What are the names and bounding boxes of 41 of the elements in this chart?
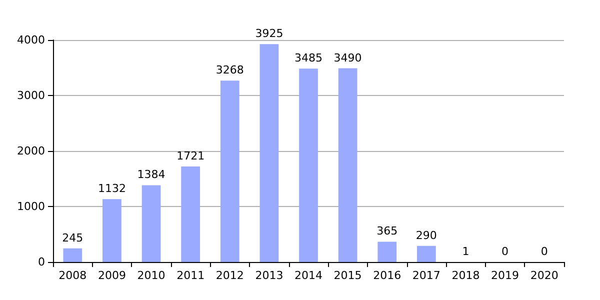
bar <box>63 248 82 262</box>
data-label: 3490 <box>334 51 362 64</box>
x-tick-label: 2008 <box>58 269 87 282</box>
x-tick-label: 2015 <box>334 269 362 282</box>
bar <box>338 68 358 262</box>
x-tick-label: 2018 <box>452 269 480 282</box>
bar <box>378 242 397 262</box>
bar <box>299 68 318 262</box>
x-tick-label: 2011 <box>176 269 205 282</box>
data-label: 3485 <box>294 52 322 65</box>
data-label: 1384 <box>137 168 166 182</box>
data-label: 0 <box>502 245 509 258</box>
x-tick-label: 2010 <box>137 269 166 282</box>
x-tick-label: 2016 <box>373 269 402 282</box>
x-tick-label: 2012 <box>216 269 244 282</box>
data-label: 365 <box>376 224 398 238</box>
data-label: 1132 <box>98 182 126 196</box>
bar <box>416 246 436 262</box>
y-tick-label: 2000 <box>17 144 45 158</box>
bar <box>260 44 279 262</box>
y-tick-label: 0 <box>38 256 45 268</box>
bar <box>220 80 240 262</box>
bar <box>181 166 200 262</box>
x-tick-label: 2019 <box>491 269 520 282</box>
data-label: 3925 <box>255 27 284 40</box>
x-tick-label: 2017 <box>412 269 440 282</box>
data-label: 1 <box>462 244 470 258</box>
y-tick-label: 3000 <box>17 89 45 102</box>
bar <box>142 185 161 262</box>
data-label: 3268 <box>216 64 244 77</box>
y-tick-label: 1000 <box>17 200 45 213</box>
x-tick-label: 2013 <box>255 269 284 282</box>
data-label: 245 <box>62 231 84 244</box>
x-tick-label: 2014 <box>294 269 322 282</box>
data-label: 0 <box>540 245 548 258</box>
data-label: 1721 <box>176 149 205 162</box>
bar <box>102 199 122 262</box>
x-tick-label: 2009 <box>98 269 126 282</box>
data-label: 290 <box>416 228 437 242</box>
x-tick-label: 2020 <box>530 269 558 282</box>
y-tick-label: 4000 <box>17 34 45 46</box>
